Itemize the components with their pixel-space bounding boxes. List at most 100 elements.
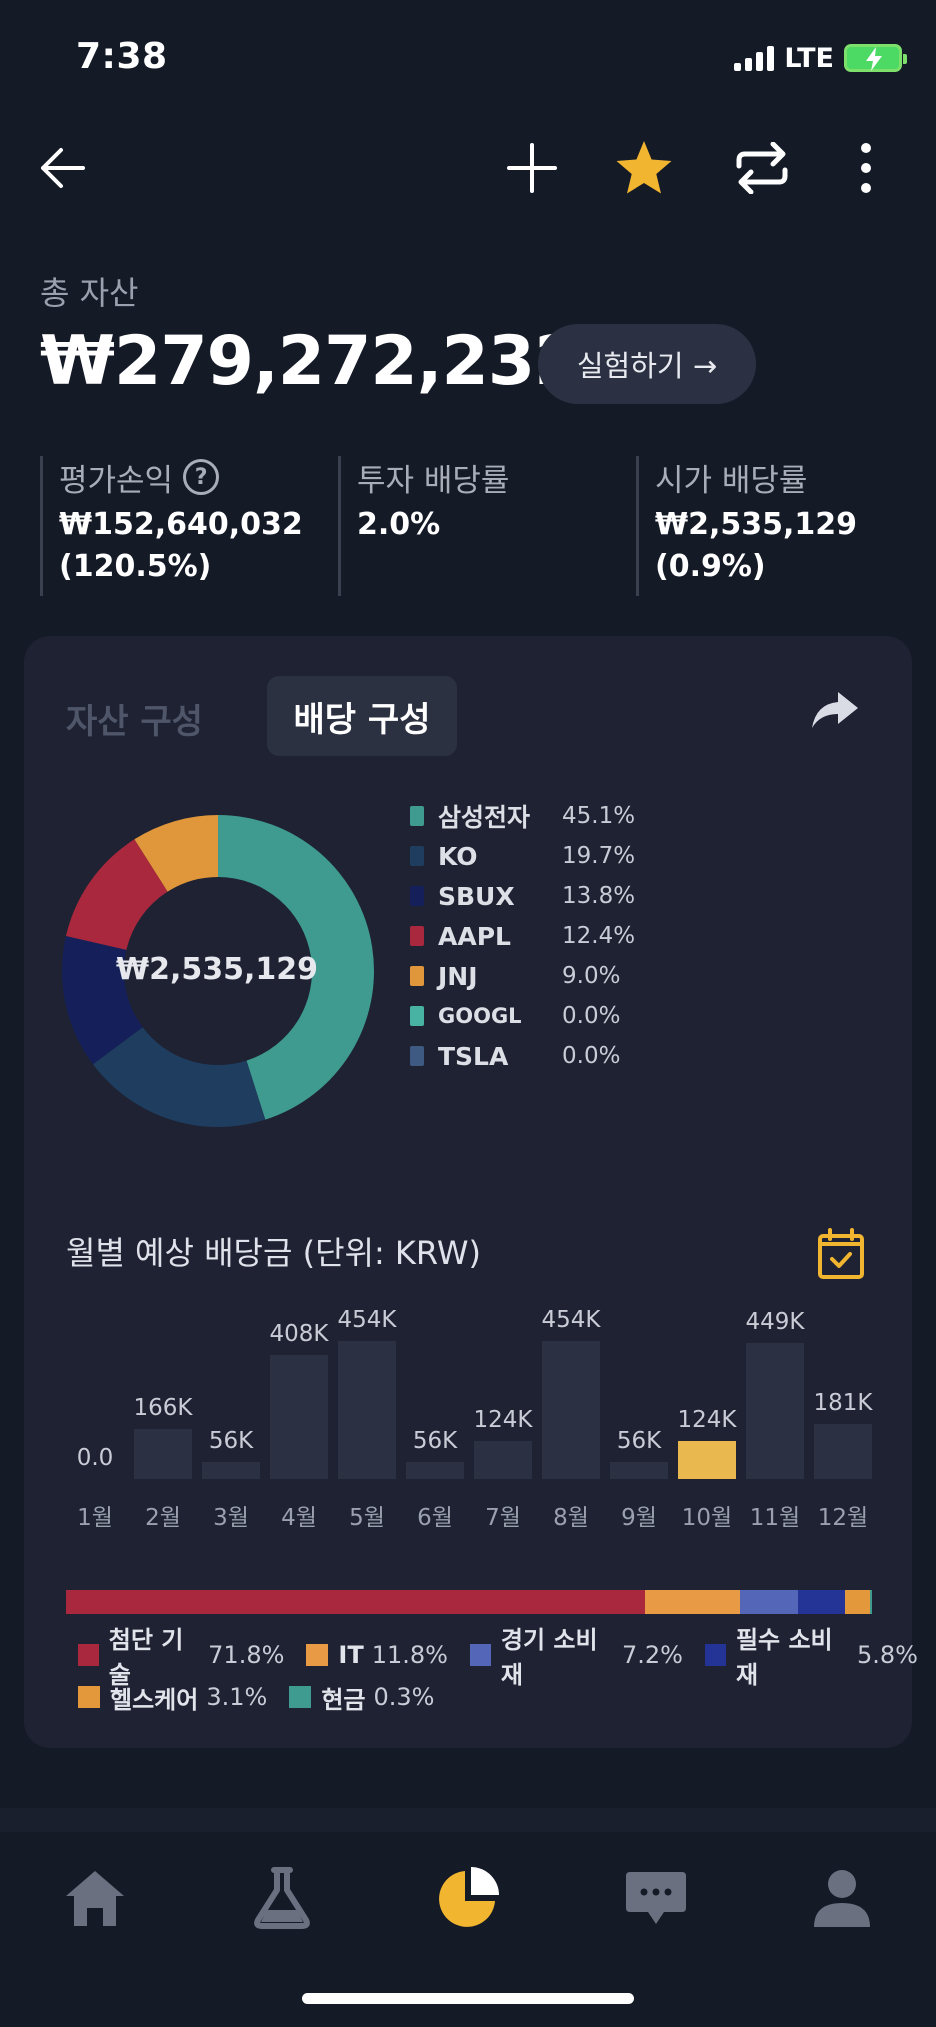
tab-asset-composition[interactable]: 자산 구성 [66,702,203,742]
legend-pct: 45.1% [562,803,636,829]
stat-valuation: 평가손익 ? ₩152,640,032 (120.5%) [40,456,330,596]
month-bar[interactable] [338,1341,396,1479]
repeat-icon[interactable] [728,134,796,202]
donut-slice [92,1027,266,1127]
stat-value: ₩152,640,032 [59,507,303,542]
stat-label: 투자 배당률 [357,462,510,499]
month-bar-value: 124K [677,1407,737,1434]
legend-swatch [410,1006,424,1026]
stat-value-pct: (120.5%) [59,549,212,584]
month-bar-value: 408K [269,1320,329,1347]
legend-pct: 0.0% [562,1043,621,1069]
calendar-icon[interactable] [810,1224,872,1284]
month-bar-value: 166K [133,1394,193,1421]
monthly-chart-title: 월별 예상 배당금 (단위: KRW) [66,1234,481,1272]
help-icon[interactable]: ? [183,459,220,495]
share-icon[interactable] [800,680,870,740]
more-vertical-icon[interactable] [846,136,886,200]
month-bar[interactable] [202,1461,260,1479]
legend-item: GOOGL 0.0% [410,996,635,1036]
legend-item: JNJ 9.0% [410,956,635,996]
month-bar-value: 449K [745,1308,805,1335]
month-bar[interactable] [542,1341,600,1479]
sector-segment [66,1590,645,1614]
sector-legend: 첨단 기술 71.8% IT 11.8% 경기 소비재 7.2% 필수 소비재 … [78,1626,918,1718]
month-label: 11월 [749,1505,801,1531]
sector-swatch [469,1644,491,1666]
legend-pct: 9.0% [562,963,621,989]
sector-name: 첨단 기술 [108,1626,184,1689]
month-bar-value: 454K [541,1307,601,1333]
sector-segment [844,1590,870,1614]
network-label: LTE [784,42,834,74]
sector-item: 현금 0.3% [289,1680,434,1715]
month-label: 12월 [817,1505,869,1531]
experiment-button[interactable]: 실험하기 → [538,324,756,404]
legend-name: 삼성전자 [438,803,531,832]
month-bar[interactable] [610,1461,668,1479]
dividend-donut-chart [62,815,374,1127]
month-label: 3월 [213,1505,249,1531]
month-bar[interactable] [678,1441,736,1479]
month-bar-value: 454K [337,1307,397,1333]
legend-name: SBUX [438,881,515,911]
legend-swatch [410,966,424,986]
sector-pct: 7.2% [622,1641,683,1669]
month-label: 1월 [77,1505,113,1531]
sector-segment [644,1590,740,1614]
legend-item: 삼성전자 45.1% [410,796,635,836]
legend-item: KO 19.7% [410,836,635,876]
month-label: 6월 [417,1505,453,1531]
donut-slice [65,839,168,950]
month-label: 2월 [145,1505,181,1531]
plus-icon[interactable] [500,136,564,200]
legend-swatch [410,886,424,906]
month-bar[interactable] [814,1423,872,1479]
month-bar[interactable] [474,1441,532,1479]
sector-item: 필수 소비재 5.8% [704,1620,918,1690]
sector-item: 경기 소비재 7.2% [469,1620,683,1690]
month-bar[interactable] [746,1342,804,1479]
sector-swatch [78,1686,100,1708]
legend-swatch [410,846,424,866]
legend-name: TSLA [438,1041,509,1071]
pie-chart-icon[interactable] [428,1858,508,1938]
month-bar[interactable] [270,1354,328,1479]
chat-icon[interactable] [616,1858,696,1938]
sector-item: IT 11.8% [306,1641,448,1669]
back-arrow-icon[interactable] [30,136,94,200]
sector-pct: 11.8% [371,1641,448,1669]
flask-icon[interactable] [242,1858,322,1938]
legend-pct: 12.4% [562,923,636,949]
month-label: 4월 [281,1505,317,1531]
stat-value: 2.0% [357,507,441,542]
legend-pct: 0.0% [562,1003,621,1029]
legend-pct: 13.8% [562,883,636,909]
month-bar[interactable] [406,1461,464,1479]
stat-label-row: 평가손익 ? [59,456,330,499]
month-label: 10월 [681,1505,733,1531]
month-bar[interactable] [134,1428,192,1479]
person-icon[interactable] [802,1858,882,1938]
sector-name: IT [338,1641,364,1669]
month-label: 8월 [553,1505,589,1531]
sector-stacked-bar [66,1590,872,1614]
status-time: 7:38 [76,36,168,77]
sector-name: 헬스케어 [110,1685,199,1714]
star-icon[interactable] [610,134,678,202]
sector-name: 현금 [321,1685,366,1714]
home-icon[interactable] [55,1858,135,1938]
sector-segment [797,1590,845,1614]
legend-pct: 19.7% [562,843,636,869]
sector-swatch [78,1644,99,1666]
sector-swatch [306,1644,329,1666]
legend-item: AAPL 12.4% [410,916,635,956]
tab-dividend-composition[interactable]: 배당 구성 [267,676,457,756]
battery-icon [844,44,907,72]
month-bar-value: 181K [813,1389,873,1416]
legend-name: JNJ [438,961,478,991]
sector-pct: 5.8% [857,1641,918,1669]
total-asset-label: 총 자산 [40,274,139,312]
total-asset-value: ₩279,272,232 [40,322,581,401]
month-bar-value: 124K [473,1407,533,1434]
